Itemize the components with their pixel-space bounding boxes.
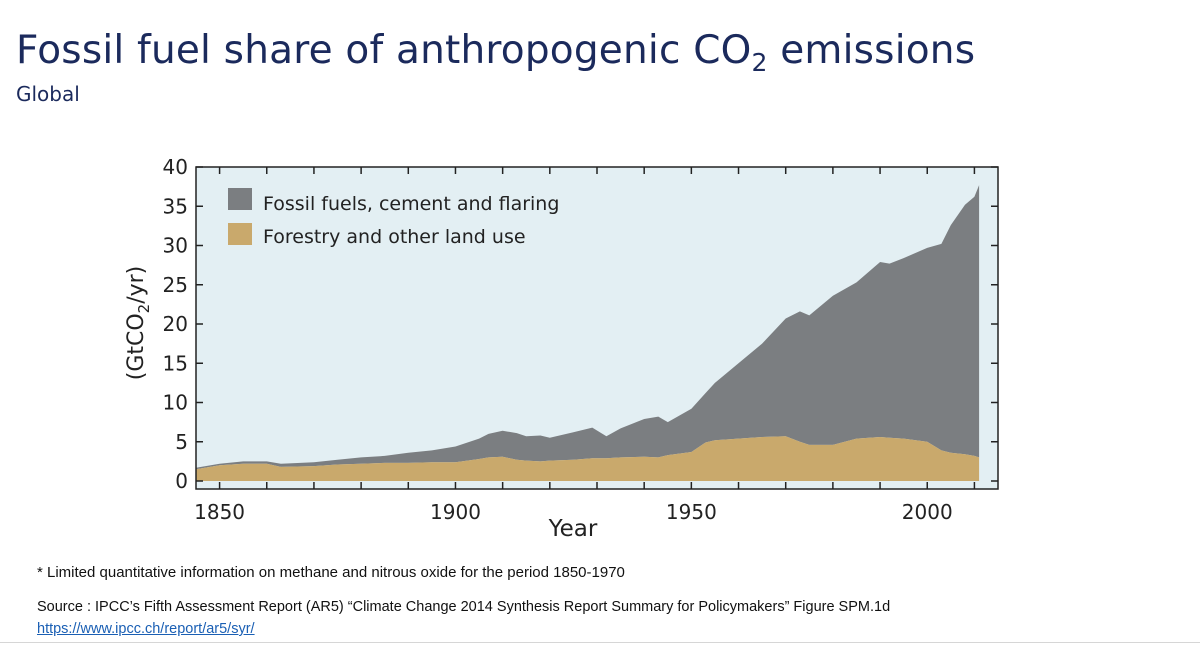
legend-label-land-use: Forestry and other land use: [263, 226, 526, 248]
title-main: Fossil fuel share of anthropogenic CO: [16, 28, 752, 73]
x-tick-label: 1850: [194, 500, 245, 524]
y-tick-label: 40: [163, 155, 188, 179]
legend-swatch-land-use: [228, 223, 252, 245]
page-subtitle: Global: [16, 82, 80, 106]
y-tick-label: 0: [175, 469, 188, 493]
legend-swatch-fossil: [228, 188, 252, 210]
x-tick-label: 1900: [430, 500, 481, 524]
axis-ticks: 0 5 10 15 20 25 30 35 40 1850 1900 1950 2000: [163, 155, 998, 524]
y-axis-label: (GtCO2/yr): [124, 266, 153, 381]
y-label-sub: 2: [135, 304, 153, 314]
area-forestry-land-use: [196, 436, 980, 481]
y-tick-label: 25: [163, 273, 188, 297]
y-tick-label: 20: [163, 312, 188, 336]
footnote: * Limited quantitative information on me…: [37, 564, 625, 581]
title-end: emissions: [767, 28, 976, 73]
area-series-group: [196, 185, 980, 481]
y-label-pre: (GtCO: [124, 313, 149, 380]
y-tick-label: 5: [175, 430, 188, 454]
bottom-divider: [0, 642, 1200, 643]
x-tick-label: 1950: [666, 500, 717, 524]
area-fossil-fuels: [196, 185, 980, 470]
y-label-post: /yr): [124, 266, 149, 304]
x-axis-label: Year: [548, 516, 598, 542]
y-tick-label: 15: [163, 351, 188, 375]
legend: Fossil fuels, cement and flaring Forestr…: [228, 188, 559, 248]
legend-label-fossil: Fossil fuels, cement and flaring: [263, 193, 559, 215]
y-tick-label: 10: [163, 391, 188, 415]
y-tick-label: 35: [163, 194, 188, 218]
source-citation: Source : IPCC’s Fifth Assessment Report …: [37, 599, 891, 615]
page-title: Fossil fuel share of anthropogenic CO2 e…: [16, 28, 975, 77]
title-subscript: 2: [751, 48, 768, 77]
y-tick-label: 30: [163, 234, 188, 258]
x-tick-label: 2000: [902, 500, 953, 524]
emissions-chart: 0 5 10 15 20 25 30 35 40 1850 1900 1950 2000 Fossil …: [124, 155, 999, 542]
source-link[interactable]: https://www.ipcc.ch/report/ar5/syr/: [37, 621, 255, 637]
